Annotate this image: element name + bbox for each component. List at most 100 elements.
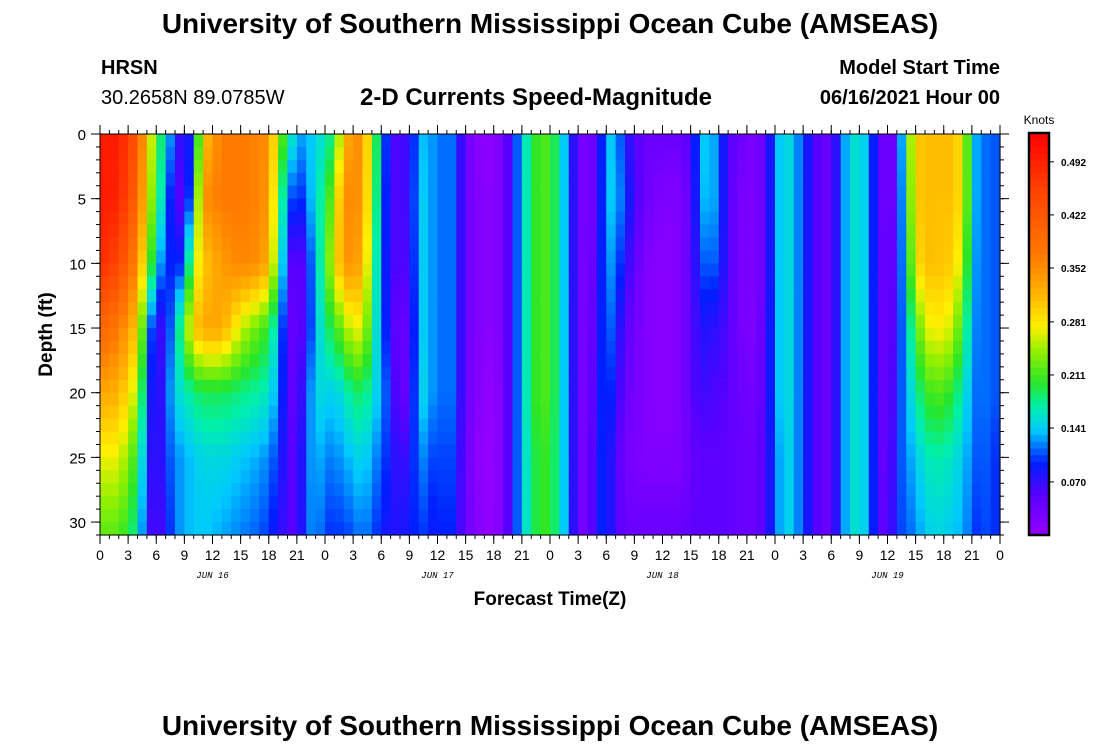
heatmap-cell — [934, 470, 945, 484]
heatmap-cell — [915, 366, 926, 381]
heatmap-cell — [643, 496, 654, 510]
heatmap-cell — [840, 470, 851, 484]
heatmap-cell — [643, 353, 654, 368]
heatmap-cell — [559, 276, 570, 290]
colorbar-band — [1029, 367, 1049, 375]
heatmap-cell — [165, 237, 176, 252]
heatmap-cell — [343, 250, 354, 264]
heatmap-cell — [559, 172, 570, 187]
heatmap-cell — [606, 392, 617, 407]
heatmap-cell — [287, 315, 298, 329]
heatmap-cell — [681, 198, 692, 213]
heatmap-cell — [137, 496, 148, 510]
heatmap-cell — [493, 237, 504, 252]
heatmap-cell — [465, 470, 476, 484]
heatmap-cell — [446, 315, 457, 329]
heatmap-cell — [100, 172, 110, 187]
heatmap-cell — [775, 289, 785, 303]
heatmap-cell — [400, 418, 410, 433]
heatmap-cell — [250, 457, 260, 471]
heatmap-cell — [503, 328, 514, 342]
heatmap-cell — [718, 211, 729, 226]
heatmap-cell — [512, 172, 523, 187]
heatmap-cell — [343, 185, 354, 200]
heatmap-cell — [690, 496, 701, 510]
heatmap-cell — [334, 340, 345, 355]
heatmap-cell — [971, 457, 982, 471]
heatmap-cell — [540, 237, 551, 252]
heatmap-cell — [100, 353, 110, 368]
heatmap-cell — [278, 496, 289, 510]
heatmap-cell — [484, 418, 495, 433]
heatmap-cell — [418, 340, 429, 355]
heatmap-cell — [250, 522, 260, 536]
heatmap-cell — [456, 250, 467, 264]
heatmap-cell — [212, 496, 223, 510]
heatmap-cell — [118, 146, 129, 161]
heatmap-cell — [521, 198, 532, 213]
heatmap-cell — [671, 328, 682, 342]
heatmap-cell — [653, 159, 664, 174]
heatmap-cell — [362, 289, 373, 303]
heatmap-cell — [821, 509, 832, 523]
heatmap-cell — [446, 172, 457, 187]
heatmap-cell — [943, 263, 954, 277]
heatmap-cell — [343, 444, 354, 458]
heatmap-cell — [596, 250, 607, 264]
heatmap-cell — [315, 392, 326, 407]
x-tick-label: 12 — [880, 547, 896, 563]
heatmap-cell — [371, 328, 382, 342]
y-tick-label: 0 — [78, 127, 86, 144]
heatmap-cell — [775, 418, 785, 433]
heatmap-cell — [503, 444, 514, 458]
heatmap-cell — [793, 405, 804, 420]
heatmap-cell — [250, 405, 260, 420]
heatmap-cell — [634, 302, 645, 316]
heatmap-cell — [221, 328, 232, 342]
heatmap-cell — [390, 289, 401, 303]
heatmap-cell — [821, 328, 832, 342]
heatmap-cell — [615, 418, 626, 433]
heatmap-cell — [990, 302, 1001, 316]
heatmap-cell — [784, 522, 795, 536]
heatmap-cell — [100, 237, 110, 252]
heatmap-cell — [212, 315, 223, 329]
heatmap-cell — [681, 211, 692, 226]
heatmap-cell — [475, 470, 485, 484]
heatmap-cell — [578, 289, 589, 303]
heatmap-cell — [362, 509, 373, 523]
heatmap-cell — [653, 431, 664, 446]
heatmap-cell — [765, 379, 776, 394]
heatmap-cell — [765, 134, 776, 148]
heatmap-cell — [812, 353, 823, 368]
heatmap-cell — [343, 224, 354, 239]
heatmap-cell — [484, 431, 495, 446]
heatmap-cell — [906, 496, 917, 510]
heatmap-cell — [615, 522, 626, 536]
heatmap-cell — [746, 289, 757, 303]
heatmap-cell — [878, 340, 889, 355]
heatmap-cell — [381, 263, 392, 277]
heatmap-cell — [212, 250, 223, 264]
heatmap-cell — [831, 522, 842, 536]
heatmap-cell — [765, 315, 776, 329]
heatmap-cell — [915, 276, 926, 290]
heatmap-cell — [231, 470, 242, 484]
heatmap-cell — [409, 496, 420, 510]
heatmap-cell — [690, 237, 701, 252]
heatmap-cell — [381, 328, 392, 342]
heatmap-cell — [690, 172, 701, 187]
heatmap-cell — [990, 366, 1001, 381]
heatmap-cell — [512, 315, 523, 329]
heatmap-cell — [109, 276, 120, 290]
heatmap-cell — [259, 509, 270, 523]
heatmap-cell — [821, 289, 832, 303]
heatmap-cell — [606, 224, 617, 239]
heatmap-cell — [400, 483, 410, 497]
heatmap-cell — [812, 250, 823, 264]
heatmap-cell — [587, 366, 598, 381]
heatmap-cell — [690, 159, 701, 174]
heatmap-cell — [184, 237, 195, 252]
heatmap-cell — [925, 276, 935, 290]
colorbar-frame — [1027, 131, 1051, 537]
